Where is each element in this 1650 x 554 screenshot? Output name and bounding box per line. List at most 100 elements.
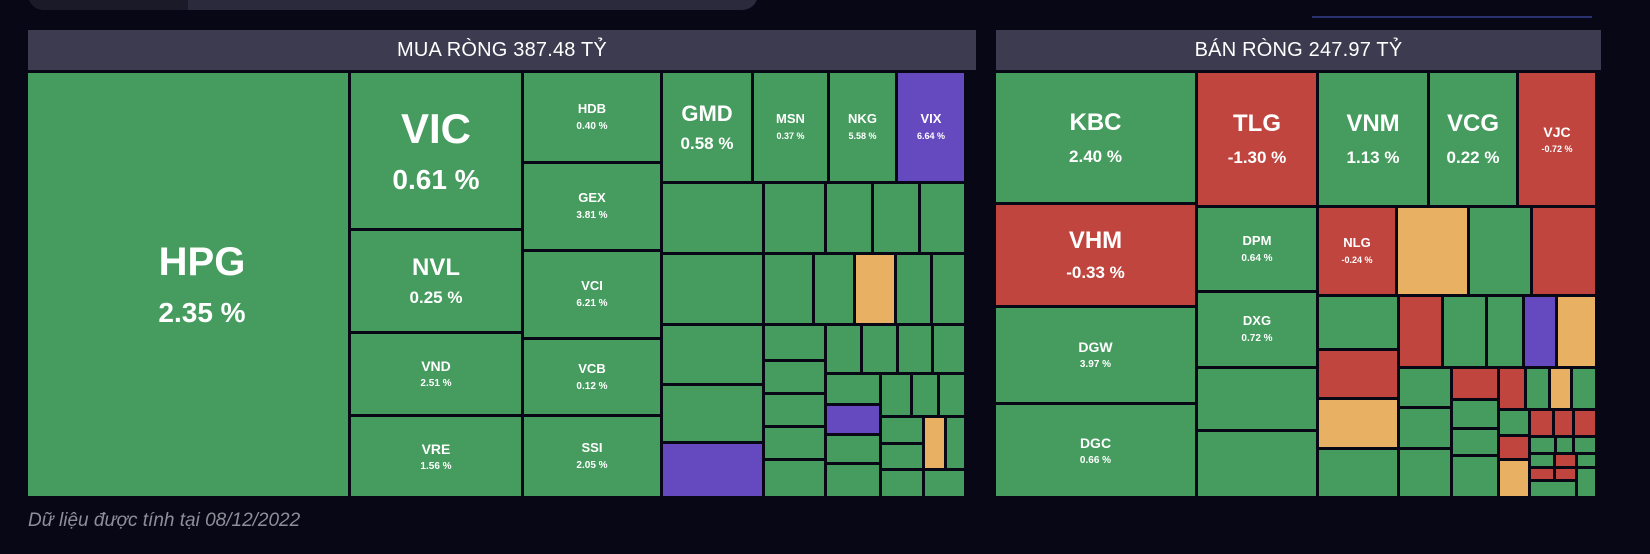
treemap-tile[interactable] <box>930 252 967 326</box>
treemap-tile[interactable] <box>896 323 934 375</box>
treemap-tile-dgw[interactable]: DGW 3.97 % <box>993 305 1198 405</box>
treemap-tile-tlg[interactable]: TLG -1.30 % <box>1195 70 1319 208</box>
treemap-tile-dgc[interactable]: DGC 0.66 % <box>993 402 1198 499</box>
treemap-tile-nvl[interactable]: NVL 0.25 % <box>348 228 524 334</box>
treemap-tile-vnd[interactable]: VND 2.51 % <box>348 331 524 417</box>
treemap-tile[interactable] <box>1522 294 1558 369</box>
treemap-tile[interactable] <box>922 468 967 499</box>
treemap-tile[interactable] <box>1450 454 1500 499</box>
treemap-tile[interactable] <box>853 252 897 326</box>
treemap-tile[interactable] <box>1397 406 1453 450</box>
treemap-tile[interactable] <box>762 458 827 499</box>
treemap-tile[interactable] <box>1397 294 1444 369</box>
treemap-tile[interactable] <box>1528 479 1578 499</box>
treemap-tile[interactable] <box>1316 348 1400 400</box>
treemap-tile[interactable] <box>1555 294 1598 369</box>
treemap-tile-kbc[interactable]: KBC 2.40 % <box>993 70 1198 205</box>
treemap-tile[interactable] <box>762 425 827 461</box>
treemap-tile[interactable] <box>1441 294 1488 369</box>
tile-change: 0.37 % <box>776 131 805 142</box>
tile-symbol: DGC <box>1079 434 1112 451</box>
treemap-tile[interactable] <box>1195 429 1319 499</box>
treemap-tile[interactable] <box>824 462 882 499</box>
treemap-tile[interactable] <box>762 359 827 395</box>
treemap-tile[interactable] <box>1572 408 1598 438</box>
treemap-tile[interactable] <box>1450 366 1500 401</box>
treemap-tile[interactable] <box>1497 366 1527 411</box>
treemap-tile[interactable] <box>660 441 765 499</box>
treemap-tile[interactable] <box>660 383 765 444</box>
treemap-tile-hdb[interactable]: HDB 0.40 % <box>521 70 663 164</box>
treemap-tile-nkg[interactable]: NKG 5.58 % <box>827 70 898 184</box>
tile-symbol: VCI <box>581 278 603 294</box>
treemap-tile[interactable] <box>762 252 815 326</box>
treemap-tile-vhm[interactable]: VHM -0.33 % <box>993 202 1198 308</box>
treemap-tile[interactable] <box>824 372 882 406</box>
treemap-tile[interactable] <box>1316 397 1400 450</box>
treemap-tile[interactable] <box>879 372 913 418</box>
treemap-tile[interactable] <box>762 392 827 428</box>
treemap-tile[interactable] <box>937 372 967 418</box>
treemap-tile-nlg[interactable]: NLG -0.24 % <box>1316 205 1398 297</box>
treemap-tile[interactable] <box>660 252 765 326</box>
treemap-tile[interactable] <box>1316 294 1400 351</box>
treemap-tile-hpg[interactable]: HPG 2.35 % <box>25 70 379 499</box>
net-buy-panel: MUA RÒNG 387.48 TỶ HPG 2.35 % VIC 0.61 %… <box>25 30 976 499</box>
treemap-tile[interactable] <box>824 403 882 436</box>
treemap-tile[interactable] <box>860 323 899 375</box>
treemap-tile[interactable] <box>1395 205 1470 297</box>
treemap-tile-vix[interactable]: VIX 6.64 % <box>895 70 967 184</box>
treemap-tile-vcb[interactable]: VCB 0.12 % <box>521 337 663 417</box>
treemap-tile-gex[interactable]: GEX 3.81 % <box>521 161 663 252</box>
treemap-tile[interactable] <box>1195 366 1319 432</box>
treemap-tile[interactable] <box>660 323 765 386</box>
treemap-tile-vic[interactable]: VIC 0.61 % <box>348 70 524 231</box>
treemap-tile-ssi[interactable]: SSI 2.05 % <box>521 414 663 499</box>
treemap-tile-vcg[interactable]: VCG 0.22 % <box>1427 70 1519 208</box>
treemap-tile-vjc[interactable]: VJC -0.72 % <box>1516 70 1598 208</box>
treemap-tile[interactable] <box>1497 458 1531 499</box>
treemap-tile[interactable] <box>1397 447 1453 499</box>
treemap-tile-vnm[interactable]: VNM 1.13 % <box>1316 70 1430 208</box>
treemap-tile-msn[interactable]: MSN 0.37 % <box>751 70 830 184</box>
treemap-tile[interactable] <box>1316 447 1400 499</box>
treemap-tile[interactable] <box>879 468 925 499</box>
treemap-tile[interactable] <box>1450 427 1500 457</box>
data-timestamp-note: Dữ liệu được tính tại 08/12/2022 <box>28 510 301 531</box>
treemap-tile[interactable] <box>1467 205 1533 297</box>
treemap-tile[interactable] <box>1570 366 1598 411</box>
treemap-tile[interactable] <box>894 252 933 326</box>
treemap-tile[interactable] <box>1450 398 1500 430</box>
treemap-tile[interactable] <box>944 415 967 471</box>
treemap-tile[interactable] <box>762 323 827 362</box>
top-toolbar <box>28 0 758 10</box>
treemap-tile[interactable] <box>1528 408 1555 438</box>
treemap-tile[interactable] <box>1397 366 1453 409</box>
treemap-tile[interactable] <box>1575 466 1598 499</box>
toolbar-segment[interactable] <box>28 0 188 10</box>
treemap-tile[interactable] <box>824 433 882 465</box>
treemap-tile[interactable] <box>762 181 827 255</box>
treemap-tile[interactable] <box>1497 434 1531 461</box>
treemap-tile-dpm[interactable]: DPM 0.64 % <box>1195 205 1319 293</box>
treemap-tile[interactable] <box>1524 366 1551 411</box>
treemap-tile-vci[interactable]: VCI 6.21 % <box>521 249 663 340</box>
treemap-tile[interactable] <box>824 323 863 375</box>
treemap-tile[interactable] <box>918 181 967 255</box>
treemap-tile[interactable] <box>879 415 925 445</box>
treemap-tile[interactable] <box>879 442 925 471</box>
treemap-tile[interactable] <box>1530 205 1598 297</box>
tile-symbol: SSI <box>581 440 603 456</box>
treemap-tile[interactable] <box>812 252 856 326</box>
treemap-tile[interactable] <box>660 181 765 255</box>
treemap-tile-vre[interactable]: VRE 1.56 % <box>348 414 524 499</box>
treemap-tile[interactable] <box>1485 294 1525 369</box>
treemap-tile-dxg[interactable]: DXG 0.72 % <box>1195 290 1319 369</box>
treemap-tile[interactable] <box>1497 408 1531 437</box>
tile-symbol: VCB <box>578 360 606 376</box>
treemap-tile-gmd[interactable]: GMD 0.58 % <box>660 70 754 184</box>
treemap-tile[interactable] <box>824 181 874 255</box>
treemap-tile[interactable] <box>910 372 940 418</box>
treemap-tile[interactable] <box>931 323 967 375</box>
treemap-tile[interactable] <box>871 181 921 255</box>
